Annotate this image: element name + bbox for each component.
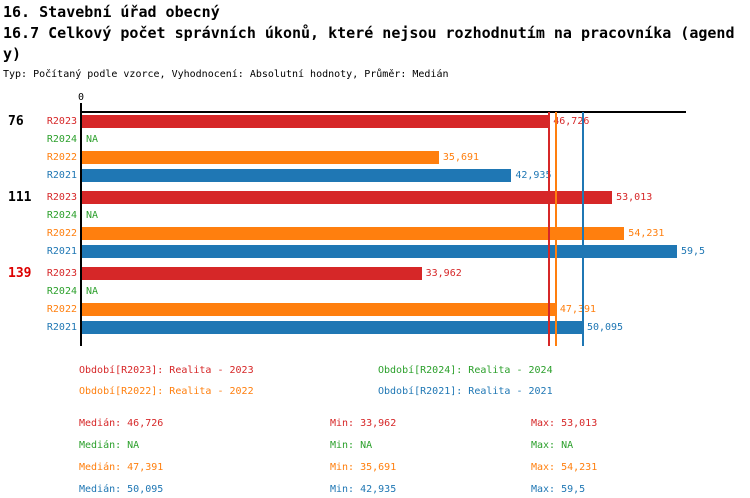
legend-item: Období[R2023]: Realita - 2023	[79, 365, 254, 376]
group-label: 76	[8, 114, 24, 129]
stat-max: Max: 59,5	[531, 484, 586, 495]
bar-row: R2022 35,691	[0, 151, 750, 169]
bar-value-label: 42,935	[515, 170, 552, 181]
row-label: R2022	[46, 228, 77, 239]
bar	[82, 267, 422, 280]
row-label: R2021	[46, 246, 77, 257]
group-label: 139	[8, 266, 32, 281]
row-label: R2021	[46, 322, 77, 333]
bar-value-label: 59,5	[681, 246, 706, 257]
bar-value-label: 46,726	[553, 116, 590, 127]
bar-area: 46,726	[82, 115, 750, 128]
bar-area: 59,5	[82, 245, 750, 258]
row-label: R2024	[46, 210, 77, 221]
stat-min: Min: 42,935	[330, 484, 397, 495]
bar-row: R2023 46,726	[0, 115, 750, 133]
bar-chart: 76 R2023 46,726 R2024 NA R2022 35,691 R2021 42,9…	[0, 115, 750, 343]
indicator-meta: Typ: Počítaný podle vzorce, Vyhodnocení:…	[3, 69, 449, 80]
bar-value-label: 50,095	[586, 322, 624, 333]
axis-left-line	[80, 111, 82, 346]
bar-value-label: 54,231	[628, 228, 665, 239]
bar	[82, 303, 556, 316]
page-title: 16. Stavební úřad obecný	[3, 3, 220, 21]
bar-area: 33,962	[82, 267, 750, 280]
bar-area: 53,013	[82, 191, 750, 204]
bar-row: R2022 54,231	[0, 227, 750, 245]
median-line	[548, 112, 551, 346]
row-label: R2022	[46, 152, 77, 163]
bar-area: NA	[82, 285, 750, 298]
bar-value-label: 47,391	[559, 304, 597, 315]
bar-row: R2024 NA	[0, 209, 750, 227]
bar	[82, 169, 512, 182]
bar-value-label: NA	[86, 210, 99, 221]
legend-item: Období[R2024]: Realita - 2024	[378, 365, 553, 376]
row-label: R2023	[46, 116, 77, 127]
stat-max: Max: 53,013	[531, 418, 598, 429]
row-label: R2024	[46, 134, 77, 145]
stat-median: Medián: 46,726	[79, 418, 164, 429]
stat-median: Medián: 50,095	[79, 484, 164, 495]
axis-top-line	[80, 111, 686, 113]
stat-min: Min: NA	[330, 440, 373, 451]
bar-value-label: 35,691	[442, 152, 480, 163]
bar-area: 35,691	[82, 151, 750, 164]
legend-item: Období[R2022]: Realita - 2022	[79, 386, 254, 397]
bar-area: NA	[82, 209, 750, 222]
stat-median: Medián: 47,391	[79, 462, 164, 473]
bar-group: 139 R2023 33,962 R2024 NA R2022 47,391 R2021 50,…	[0, 267, 750, 339]
bar-row: R2023 53,013	[0, 191, 750, 209]
row-label: R2021	[46, 170, 77, 181]
row-label: R2024	[46, 286, 77, 297]
group-label: 111	[8, 190, 32, 205]
bar-row: R2023 33,962	[0, 267, 750, 285]
bar-value-label: NA	[86, 134, 99, 145]
bar	[82, 227, 625, 240]
stat-median: Medián: NA	[79, 440, 140, 451]
bar-row: R2024 NA	[0, 285, 750, 303]
bar	[82, 321, 583, 334]
stat-min: Min: 33,962	[330, 418, 397, 429]
bar-group: 76 R2023 46,726 R2024 NA R2022 35,691 R2021 42,9…	[0, 115, 750, 187]
bar-value-label: 53,013	[616, 192, 653, 203]
stat-max: Max: NA	[531, 440, 574, 451]
bar-area: 54,231	[82, 227, 750, 240]
bar-area: 47,391	[82, 303, 750, 316]
legend-item: Období[R2021]: Realita - 2021	[378, 386, 553, 397]
stat-max: Max: 54,231	[531, 462, 598, 473]
chart-stats: Medián: 46,726 Min: 33,962 Max: 53,013 Medi…	[79, 417, 739, 497]
indicator-subtitle: 16.7 Celkový počet správních úkonů, kter…	[3, 24, 735, 63]
bar-value-label: 33,962	[425, 268, 462, 279]
bar-area: NA	[82, 133, 750, 146]
axis-zero-tick	[80, 103, 82, 111]
chart-legend: Období[R2023]: Realita - 2023 Období[R202…	[79, 364, 739, 404]
chart-header: 16. Stavební úřad obecný 16.7 Celkový po…	[3, 2, 747, 81]
bar-area: 50,095	[82, 321, 750, 334]
row-label: R2023	[46, 192, 77, 203]
bar	[82, 151, 439, 164]
bar	[82, 245, 677, 258]
bar-group: 111 R2023 53,013 R2024 NA R2022 54,231 R2021 59,…	[0, 191, 750, 263]
median-line	[554, 112, 557, 346]
bar	[82, 115, 550, 128]
stat-min: Min: 35,691	[330, 462, 397, 473]
axis-zero-label: 0	[77, 92, 85, 103]
bar-area: 42,935	[82, 169, 750, 182]
row-label: R2023	[46, 268, 77, 279]
bar-value-label: NA	[86, 286, 99, 297]
bar-row: R2021 42,935	[0, 169, 750, 187]
bar-row: R2021 59,5	[0, 245, 750, 263]
median-line	[581, 112, 584, 346]
bar-row: R2021 50,095	[0, 321, 750, 339]
bar-row: R2022 47,391	[0, 303, 750, 321]
bar	[82, 191, 613, 204]
bar-row: R2024 NA	[0, 133, 750, 151]
row-label: R2022	[46, 304, 77, 315]
